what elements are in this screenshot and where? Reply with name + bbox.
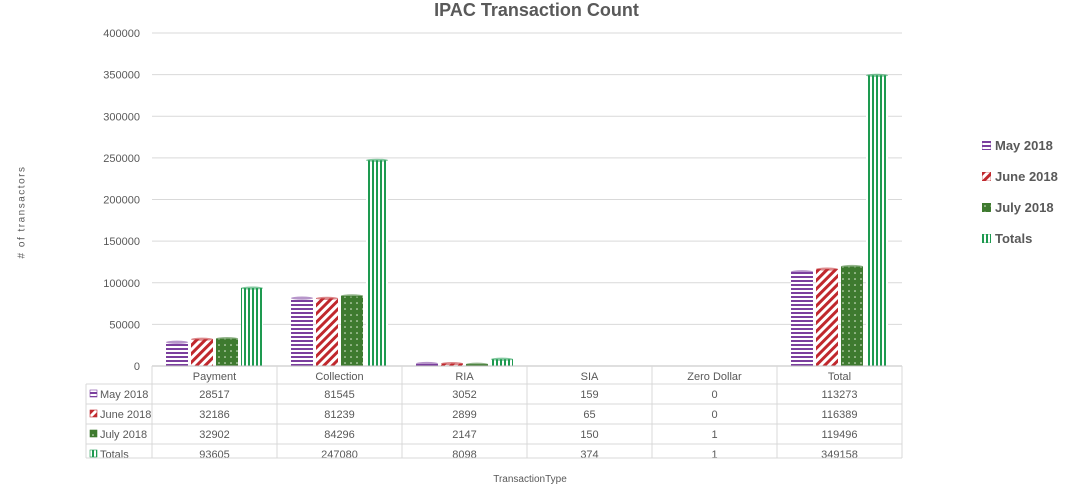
bar [216,337,238,366]
legend-swatch-june-2018 [982,172,991,181]
y-tick-label: 350000 [103,70,140,82]
bar [791,270,813,366]
y-tick-label: 200000 [103,195,140,207]
y-axis-ticks: 0 50000 100000 150000 200000 250000 300000 3500… [103,28,140,373]
y-tick-label: 400000 [103,28,140,40]
legend-label: Totals [995,231,1033,246]
legend-swatch-july-2018 [982,203,991,212]
bars [166,73,888,367]
data-label: 81239 [324,409,355,421]
data-label: 2147 [452,429,476,441]
table-row-header: Totals [100,449,129,461]
data-label: 3052 [452,389,476,401]
data-label: 119496 [822,429,858,441]
bar [191,337,213,366]
bar [166,340,188,366]
table-row-swatch [89,429,98,438]
bar [491,357,513,366]
data-label: 159 [580,389,598,401]
x-tick-label: RIA [455,371,474,383]
y-tick-label: 50000 [109,319,140,331]
y-tick-label: 300000 [103,111,140,123]
data-label: 0 [711,389,717,401]
data-label: 2899 [452,409,476,421]
data-label: 32186 [199,409,230,421]
legend: May 2018 June 2018 July 2018 Totals [982,130,1058,254]
legend-item-july-2018: July 2018 [982,192,1058,223]
table-row-swatch [89,409,98,418]
legend-swatch-may-2018 [982,141,991,150]
bar [366,158,388,366]
legend-label: July 2018 [995,200,1054,215]
bar [241,286,263,366]
data-label: 113273 [822,389,858,401]
legend-label: May 2018 [995,138,1053,153]
bar [466,362,488,366]
data-label: 1 [711,429,717,441]
legend-item-june-2018: June 2018 [982,161,1058,192]
bar [341,294,363,366]
x-tick-label: Payment [193,371,236,383]
data-label: 1 [711,449,717,461]
x-tick-label: Zero Dollar [687,371,742,383]
legend-item-totals: Totals [982,223,1058,254]
data-table: Payment Collection RIA SIA Zero Dollar Total M… [85,365,903,461]
data-label: 28517 [199,389,230,401]
bar [816,267,838,366]
bar [866,73,888,367]
table-row-header: May 2018 [100,389,148,401]
legend-item-may-2018: May 2018 [982,130,1058,161]
y-axis-title: # of transactors [16,165,28,259]
data-label: 247080 [321,449,358,461]
data-label: 349158 [821,449,858,461]
data-label: 8098 [452,449,476,461]
gridlines [152,32,902,367]
data-label: 81545 [324,389,355,401]
bar [441,361,463,366]
data-label: 32902 [199,429,230,441]
x-axis-title: TransactionType [493,474,567,485]
y-tick-label: 100000 [103,278,140,290]
bar [416,361,438,366]
data-label: 65 [583,409,595,421]
table-row-header: June 2018 [100,409,151,421]
y-tick-label: 0 [134,361,140,373]
table-row-swatch [89,449,98,458]
bar [316,296,338,366]
y-tick-label: 250000 [103,153,140,165]
data-label: 150 [580,429,598,441]
x-tick-label: Total [828,371,851,383]
x-tick-label: Collection [315,371,363,383]
data-label: 116389 [822,409,858,421]
table-row-header: July 2018 [100,429,147,441]
legend-swatch-totals [982,234,991,243]
legend-label: June 2018 [995,169,1058,184]
bar [291,296,313,366]
x-tick-label: SIA [581,371,599,383]
bar [841,264,863,366]
data-label: 93605 [199,449,230,461]
chart-title: IPAC Transaction Count [434,0,639,20]
data-label: 84296 [324,429,355,441]
table-row-swatch [89,389,98,398]
data-label: 374 [580,449,598,461]
y-tick-label: 150000 [103,236,140,248]
data-label: 0 [711,409,717,421]
